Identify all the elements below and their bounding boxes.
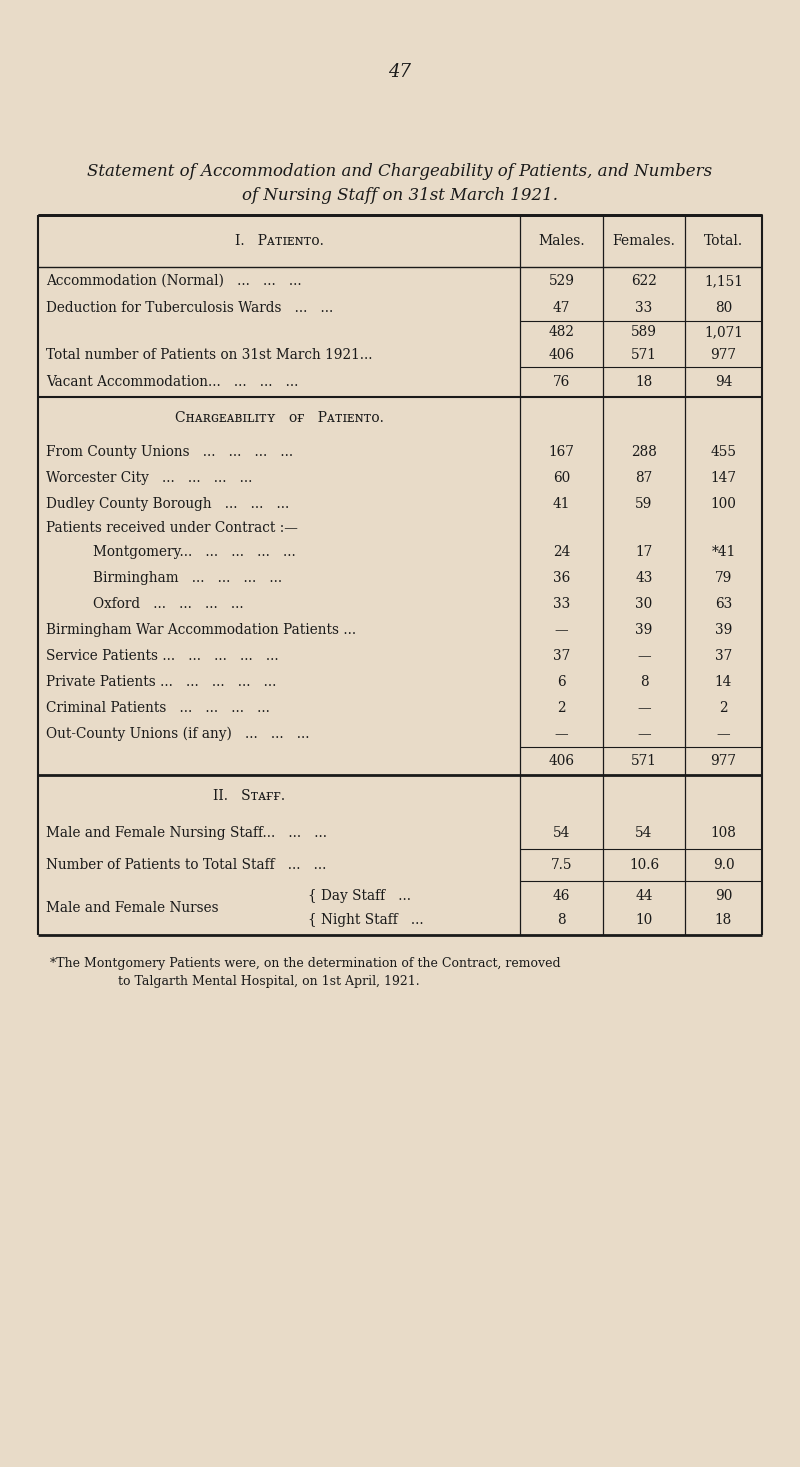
Text: 147: 147 [710,471,737,486]
Text: Total.: Total. [704,235,743,248]
Text: 7.5: 7.5 [550,858,572,871]
Text: 10: 10 [635,912,653,927]
Text: 80: 80 [715,301,732,315]
Text: 529: 529 [549,274,574,288]
Text: 6: 6 [557,675,566,689]
Text: 455: 455 [710,445,737,459]
Text: Worcester City   ...   ...   ...   ...: Worcester City ... ... ... ... [46,471,252,486]
Text: 36: 36 [553,571,570,585]
Text: Females.: Females. [613,235,675,248]
Text: 33: 33 [635,301,653,315]
Text: 39: 39 [635,623,653,637]
Text: 30: 30 [635,597,653,610]
Text: 1,151: 1,151 [704,274,743,288]
Text: 482: 482 [549,326,574,339]
Text: 87: 87 [635,471,653,486]
Text: —: — [637,701,651,714]
Text: 41: 41 [553,497,570,511]
Text: Service Patients ...   ...   ...   ...   ...: Service Patients ... ... ... ... ... [46,648,278,663]
Text: 37: 37 [553,648,570,663]
Text: Accommodation (Normal)   ...   ...   ...: Accommodation (Normal) ... ... ... [46,274,302,288]
Text: Birmingham   ...   ...   ...   ...: Birmingham ... ... ... ... [93,571,282,585]
Text: 18: 18 [635,376,653,389]
Text: to Talgarth Mental Hospital, on 1st April, 1921.: to Talgarth Mental Hospital, on 1st Apri… [118,976,420,987]
Text: 46: 46 [553,889,570,904]
Text: 63: 63 [715,597,732,610]
Text: Oxford   ...   ...   ...   ...: Oxford ... ... ... ... [93,597,244,610]
Text: 17: 17 [635,546,653,559]
Text: 1,071: 1,071 [704,326,743,339]
Text: —: — [637,728,651,741]
Text: 33: 33 [553,597,570,610]
Text: 571: 571 [631,754,657,769]
Text: Private Patients ...   ...   ...   ...   ...: Private Patients ... ... ... ... ... [46,675,276,689]
Text: 79: 79 [715,571,732,585]
Text: 406: 406 [549,348,574,362]
Text: —: — [637,648,651,663]
Text: 44: 44 [635,889,653,904]
Text: { Day Staff   ...: { Day Staff ... [308,889,411,904]
Text: 39: 39 [715,623,732,637]
Text: Deduction for Tuberculosis Wards   ...   ...: Deduction for Tuberculosis Wards ... ... [46,301,334,315]
Text: 9.0: 9.0 [713,858,734,871]
Text: 24: 24 [553,546,570,559]
Text: 10.6: 10.6 [629,858,659,871]
Text: 167: 167 [549,445,574,459]
Text: of Nursing Staff on 31st March 1921.: of Nursing Staff on 31st March 1921. [242,186,558,204]
Text: 108: 108 [710,826,737,841]
Text: 288: 288 [631,445,657,459]
Text: I.   Pᴀᴛɪᴇɴᴛᴏ.: I. Pᴀᴛɪᴇɴᴛᴏ. [234,235,323,248]
Text: 406: 406 [549,754,574,769]
Text: 60: 60 [553,471,570,486]
Text: { Night Staff   ...: { Night Staff ... [308,912,424,927]
Text: Dudley County Borough   ...   ...   ...: Dudley County Borough ... ... ... [46,497,290,511]
Text: 2: 2 [557,701,566,714]
Text: 37: 37 [715,648,732,663]
Text: 2: 2 [719,701,728,714]
Text: Vacant Accommodation...   ...   ...   ...: Vacant Accommodation... ... ... ... [46,376,298,389]
Text: 90: 90 [715,889,732,904]
Text: 43: 43 [635,571,653,585]
Text: 589: 589 [631,326,657,339]
Text: 977: 977 [710,754,737,769]
Text: 47: 47 [553,301,570,315]
Text: 977: 977 [710,348,737,362]
Text: 571: 571 [631,348,657,362]
Text: Males.: Males. [538,235,585,248]
Text: 622: 622 [631,274,657,288]
Text: Cʜᴀʀɢᴇᴀʙɪʟɪᴛʏ   ᴏғ   Pᴀᴛɪᴇɴᴛᴏ.: Cʜᴀʀɢᴇᴀʙɪʟɪᴛʏ ᴏғ Pᴀᴛɪᴇɴᴛᴏ. [174,411,383,425]
Text: Montgomery...   ...   ...   ...   ...: Montgomery... ... ... ... ... [93,546,296,559]
Text: 76: 76 [553,376,570,389]
Text: 14: 14 [715,675,732,689]
Text: Total number of Patients on 31st March 1921...: Total number of Patients on 31st March 1… [46,348,373,362]
Text: Patients received under Contract :—: Patients received under Contract :— [46,521,298,535]
Text: 18: 18 [715,912,732,927]
Text: 8: 8 [640,675,648,689]
Text: Male and Female Nurses: Male and Female Nurses [46,901,218,915]
Text: Birmingham War Accommodation Patients ...: Birmingham War Accommodation Patients ..… [46,623,356,637]
Text: 54: 54 [635,826,653,841]
Text: —: — [717,728,730,741]
Text: Out-County Unions (if any)   ...   ...   ...: Out-County Unions (if any) ... ... ... [46,726,310,741]
Text: 59: 59 [635,497,653,511]
Text: II.   Sᴛᴀғғ.: II. Sᴛᴀғғ. [213,789,285,802]
Text: —: — [554,728,568,741]
Text: 54: 54 [553,826,570,841]
Text: Criminal Patients   ...   ...   ...   ...: Criminal Patients ... ... ... ... [46,701,270,714]
Text: From County Unions   ...   ...   ...   ...: From County Unions ... ... ... ... [46,445,293,459]
Text: *41: *41 [711,546,736,559]
Text: —: — [554,623,568,637]
Text: 8: 8 [557,912,566,927]
Text: 100: 100 [710,497,737,511]
Text: Male and Female Nursing Staff...   ...   ...: Male and Female Nursing Staff... ... ... [46,826,327,841]
Text: *The Montgomery Patients were, on the determination of the Contract, removed: *The Montgomery Patients were, on the de… [50,956,561,970]
Text: Number of Patients to Total Staff   ...   ...: Number of Patients to Total Staff ... ..… [46,858,326,871]
Text: Statement of Accommodation and Chargeability of Patients, and Numbers: Statement of Accommodation and Chargeabi… [87,163,713,180]
Text: 47: 47 [389,63,411,81]
Text: 94: 94 [714,376,732,389]
